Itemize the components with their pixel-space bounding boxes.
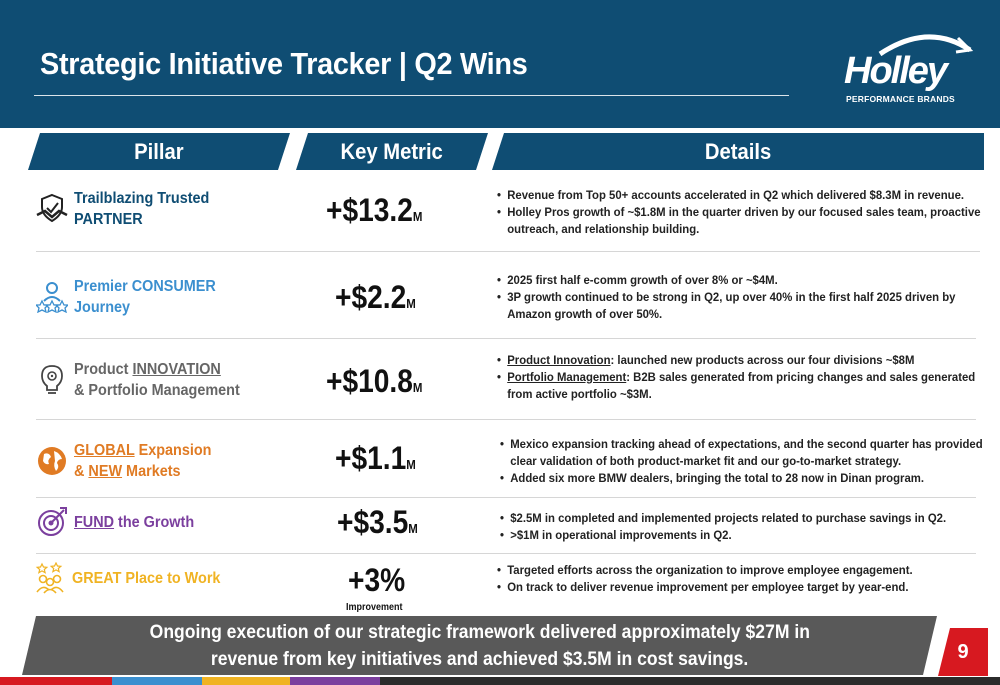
column-header-details: Details <box>492 133 984 170</box>
detail-bullet: Portfolio Management: B2B sales generate… <box>497 369 981 403</box>
accent-strip <box>22 677 112 685</box>
pillar-label-line1: Premier CONSUMER <box>74 278 216 295</box>
pillar-label-line2: PARTNER <box>74 211 143 228</box>
logo-wordmark: Holley <box>844 50 948 92</box>
pillar-label-line2: Journey <box>74 299 131 316</box>
pillar-consumer-journey: Premier CONSUMER Journey <box>36 276 226 318</box>
accent-strip <box>290 677 380 685</box>
column-header-metric: Key Metric <box>296 133 488 170</box>
detail-bullet: $2.5M in completed and implemented proje… <box>500 510 984 527</box>
row-divider <box>36 338 976 339</box>
pillar-great-place: GREAT Place to Work <box>34 562 232 594</box>
header-banner: Strategic Initiative Tracker | Q2 Wins H… <box>0 0 1000 128</box>
details-trusted-partner: Revenue from Top 50+ accounts accelerate… <box>497 187 987 238</box>
metric-trusted-partner: +$13.2M <box>326 192 423 228</box>
summary-line2: revenue from key initiatives and achieve… <box>210 648 749 670</box>
page-number: 9 <box>938 628 988 676</box>
detail-bullet: On track to deliver revenue improvement … <box>497 579 981 596</box>
details-fund-growth: $2.5M in completed and implemented proje… <box>500 510 990 544</box>
details-consumer-journey: 2025 first half e-comm growth of over 8%… <box>497 272 987 323</box>
pillar-label-line2: & NEW Markets <box>74 463 181 480</box>
pillar-fund-growth: FUND the Growth <box>36 506 203 538</box>
row-divider <box>36 251 980 252</box>
accent-strip <box>380 677 1000 685</box>
logo-arc-icon <box>878 34 974 57</box>
metric-fund-growth: +$3.5M <box>337 504 418 540</box>
target-icon <box>38 507 67 536</box>
detail-bullet: Added six more BMW dealers, bringing the… <box>500 470 984 487</box>
pillar-product-innovation: Product INNOVATION & Portfolio Managemen… <box>36 359 252 401</box>
summary-line1: Ongoing execution of our strategic frame… <box>149 621 810 643</box>
row-divider <box>36 419 976 420</box>
metric-subtext: Improvement <box>346 602 403 613</box>
metric-consumer-journey: +$2.2M <box>335 279 416 315</box>
title-divider <box>34 95 789 96</box>
globe-icon <box>38 447 66 475</box>
detail-bullet: Mexico expansion tracking ahead of expec… <box>500 436 984 470</box>
detail-bullet: Revenue from Top 50+ accounts accelerate… <box>497 187 981 204</box>
pillar-global-expansion: GLOBAL Expansion & NEW Markets <box>36 440 222 482</box>
pillar-label-line2: & Portfolio Management <box>74 382 240 399</box>
row-divider <box>36 553 976 554</box>
pillar-label-line1: FUND the Growth <box>74 513 195 531</box>
holley-logo: Holley PERFORMANCE BRANDS <box>840 28 980 106</box>
accent-strip <box>112 677 202 685</box>
detail-bullet: >$1M in operational improvements in Q2. <box>500 527 984 544</box>
detail-bullet: Targeted efforts across the organization… <box>497 562 981 579</box>
handshake-shield-icon <box>36 193 68 223</box>
logo-tagline: PERFORMANCE BRANDS <box>846 94 955 104</box>
team-stars-icon <box>35 562 64 594</box>
summary-text: Ongoing execution of our strategic frame… <box>22 619 937 673</box>
detail-bullet: Product Innovation: launched new product… <box>497 352 981 369</box>
column-header-pillar: Pillar <box>28 133 290 170</box>
detail-bullet: Holley Pros growth of ~$1.8M in the quar… <box>497 204 981 238</box>
detail-bullet: 3P growth continued to be strong in Q2, … <box>497 289 981 323</box>
accent-strip <box>202 677 290 685</box>
metric-great-place: +3% <box>348 562 406 598</box>
pillar-trusted-partner: Trailblazing Trusted PARTNER <box>36 188 220 230</box>
details-global-expansion: Mexico expansion tracking ahead of expec… <box>500 436 990 487</box>
summary-banner <box>22 616 937 675</box>
lightbulb-gear-icon <box>41 365 63 394</box>
page-title: Strategic Initiative Tracker | Q2 Wins <box>40 46 528 81</box>
detail-bullet: 2025 first half e-comm growth of over 8%… <box>497 272 981 289</box>
row-divider <box>36 497 976 498</box>
pillar-label-line1: GLOBAL Expansion <box>74 442 212 459</box>
accent-strip <box>0 677 22 685</box>
pillar-label-line1: Product INNOVATION <box>74 361 221 378</box>
pillar-label-line1: Trailblazing Trusted <box>74 190 210 207</box>
pillar-label-line1: GREAT Place to Work <box>72 569 221 587</box>
details-great-place: Targeted efforts across the organization… <box>497 562 987 596</box>
consumer-stars-icon <box>36 282 68 313</box>
metric-global-expansion: +$1.1M <box>335 440 416 476</box>
metric-product-innovation: +$10.8M <box>326 363 423 399</box>
details-product-innovation: Product Innovation: launched new product… <box>497 352 987 403</box>
